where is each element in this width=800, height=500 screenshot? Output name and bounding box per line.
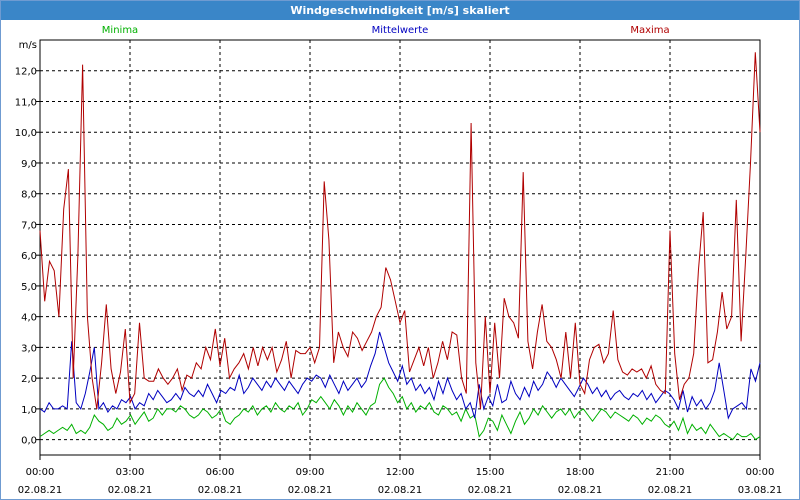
legend-entry-minima: Minima	[102, 25, 138, 36]
y-tick-label: 1,0	[21, 405, 37, 416]
x-tick-date-label: 02.08.21	[468, 485, 513, 496]
series-line-mittelwerte	[39, 331, 761, 420]
legend-layer: Minima Mittelwerte Maxima	[102, 25, 670, 36]
x-tick-time-label: 18:00	[566, 467, 595, 478]
x-tick-time-label: 09:00	[296, 467, 325, 478]
x-tick-date-label: 02.08.21	[648, 485, 693, 496]
x-tick-date-label: 02.08.21	[198, 485, 243, 496]
x-tick-time-label: 21:00	[656, 467, 685, 478]
series-line-minima	[39, 377, 761, 441]
y-tick-label: 4,0	[21, 313, 37, 324]
y-tick-label: 0,0	[21, 436, 37, 447]
x-tick-date-label: 03.08.21	[738, 485, 783, 496]
y-tick-label: 8,0	[21, 190, 37, 201]
x-tick-date-label: 02.08.21	[558, 485, 603, 496]
x-tick-date-label: 02.08.21	[108, 485, 153, 496]
x-tick-date-label: 02.08.21	[288, 485, 333, 496]
y-tick-label: 5,0	[21, 282, 37, 293]
y-tick-label: 9,0	[21, 159, 37, 170]
x-tick-time-label: 12:00	[386, 467, 415, 478]
legend-entry-maxima: Maxima	[630, 25, 669, 36]
y-tick-label: 6,0	[21, 251, 37, 262]
x-tick-date-label: 02.08.21	[378, 485, 423, 496]
y-tick-label: 11,0	[15, 97, 37, 108]
series-line-maxima	[39, 52, 761, 409]
x-tick-time-label: 00:00	[26, 467, 55, 478]
y-tick-label: 10,0	[15, 128, 37, 139]
x-tick-time-label: 00:00	[746, 467, 775, 478]
window-title: Windgeschwindigkeit [m/s] skaliert	[1, 1, 799, 20]
x-tick-time-label: 03:00	[116, 467, 145, 478]
x-tick-time-label: 15:00	[476, 467, 505, 478]
y-tick-label: 3,0	[21, 343, 37, 354]
grid-layer	[39, 40, 761, 455]
plot-frame	[39, 39, 761, 456]
x-tick-time-label: 06:00	[206, 467, 235, 478]
series-layer	[39, 52, 761, 441]
legend-entry-mittelwerte: Mittelwerte	[372, 25, 429, 36]
y-tick-label: 12,0	[15, 67, 37, 78]
y-tick-label: 7,0	[21, 220, 37, 231]
axis-layer: 0,0 1,0 2,0 3,0 4,0 5,0 6,0 7,0 8,0 9,0 10,0 11,0 12…	[15, 39, 783, 496]
y-tick-label: 2,0	[21, 374, 37, 385]
x-tick-date-label: 02.08.21	[18, 485, 63, 496]
y-axis-unit: m/s	[19, 40, 37, 51]
